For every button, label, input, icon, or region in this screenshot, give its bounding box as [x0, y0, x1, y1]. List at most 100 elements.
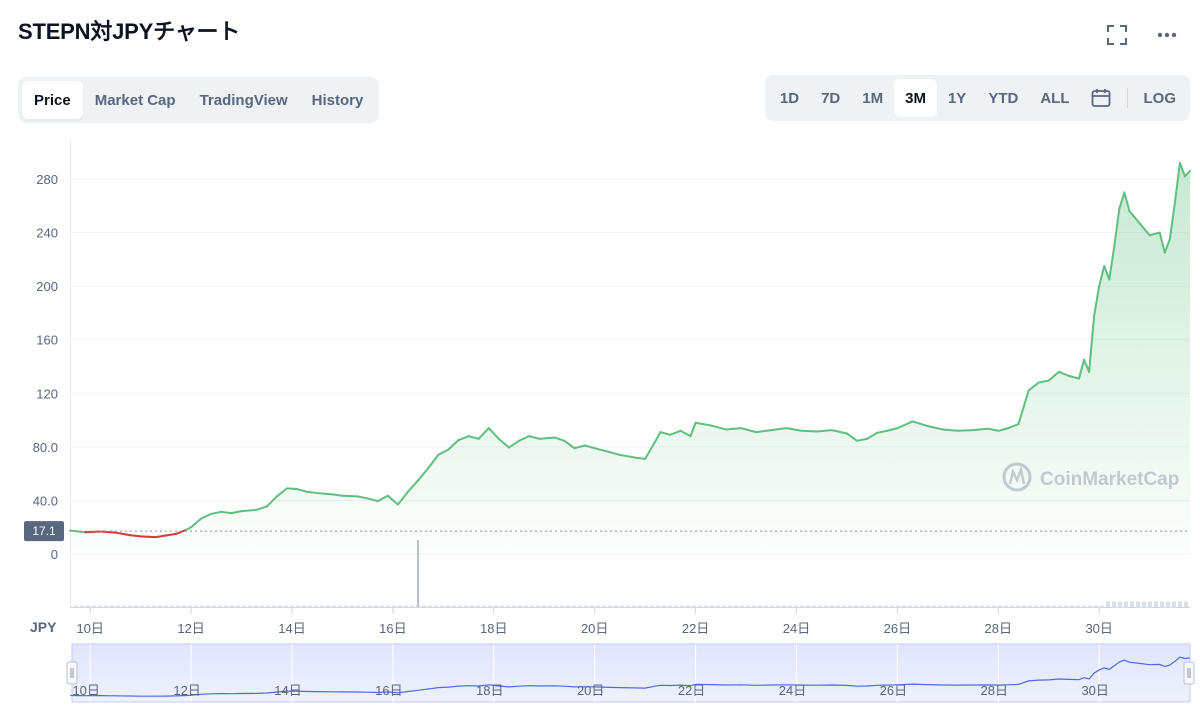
volume-bar [1040, 605, 1044, 607]
navigator-left-handle[interactable] [66, 661, 78, 685]
top-actions [1106, 24, 1178, 46]
price-segment [926, 425, 944, 431]
price-segment [1047, 370, 1060, 382]
price-segment [518, 435, 531, 442]
volume-bar [254, 605, 258, 607]
volume-bar [122, 605, 126, 607]
range-all[interactable]: ALL [1040, 89, 1070, 107]
price-segment [941, 428, 959, 432]
price-segment [856, 437, 869, 442]
volume-bar [602, 605, 606, 607]
expand-icon[interactable] [1106, 24, 1128, 46]
navigator-x-label: 18日 [476, 683, 503, 698]
navigator-window[interactable] [72, 644, 1190, 702]
volume-bar [182, 605, 186, 607]
navigator[interactable]: 10日 12日 14日 16日 18日 20日 22日 24日 26日 28日 30日 [66, 643, 1195, 703]
navigator-grid [89, 644, 1100, 702]
tab-market-cap[interactable]: Market Cap [94, 91, 176, 109]
volume-bar [1034, 605, 1038, 607]
volume-bar [590, 605, 594, 607]
calendar-icon[interactable] [1081, 79, 1121, 117]
currency-label: JPY [30, 619, 57, 635]
volume-bar [476, 605, 480, 607]
price-segment [815, 429, 833, 433]
price-segment [886, 427, 899, 432]
volume-bar [488, 605, 492, 607]
volume-bar [674, 605, 678, 607]
volume-bar [152, 605, 156, 607]
volume-bar [434, 605, 438, 607]
range-1d[interactable]: 1D [779, 89, 800, 107]
volume-bar [1022, 605, 1026, 607]
volume-bar [134, 605, 138, 607]
range-3m[interactable]: 3M [894, 79, 937, 117]
price-segment [331, 493, 344, 497]
volume-bar [80, 605, 84, 607]
navigator-right-handle[interactable] [1183, 661, 1195, 685]
volume-bar [194, 605, 198, 607]
price-segment [1108, 244, 1116, 281]
volume-bar [752, 605, 756, 607]
price-segment [1183, 169, 1191, 178]
volume-bar [974, 605, 978, 607]
price-segment [341, 494, 359, 498]
volume-bar [878, 605, 882, 607]
volume-bar [362, 605, 366, 607]
log-scale-button[interactable]: LOG [1143, 89, 1177, 107]
volume-bar [662, 605, 666, 607]
volume-bar [566, 605, 570, 607]
volume-bar [956, 605, 960, 607]
range-ytd[interactable]: YTD [988, 89, 1019, 107]
price-segment [956, 429, 975, 432]
volume-bar [692, 605, 696, 607]
volume-bar [470, 605, 474, 607]
volume-bar [854, 605, 858, 607]
navigator-x-label: 10日 [72, 683, 99, 698]
price-area [70, 162, 1190, 554]
more-icon[interactable] [1156, 24, 1178, 46]
tab-tradingview[interactable]: TradingView [199, 91, 288, 109]
price-segment [316, 492, 334, 496]
volume-bar [308, 605, 312, 607]
volume-bar [620, 605, 624, 607]
y-tick-label: 0 [51, 547, 58, 562]
range-1y[interactable]: 1Y [947, 89, 967, 107]
x-tick-label: 12日 [177, 621, 204, 636]
volume-bar [482, 605, 486, 607]
volume-bar [830, 605, 834, 607]
price-segment [129, 534, 142, 538]
volume-bar [1028, 605, 1032, 607]
volume-bar [344, 605, 348, 607]
x-tick-label: 28日 [985, 621, 1012, 636]
tab-history[interactable]: History [311, 91, 364, 109]
price-segment [659, 431, 672, 436]
volume-bar [1088, 605, 1092, 607]
price-segment [563, 439, 576, 450]
volume-bars [74, 540, 1188, 607]
price-segment [1123, 191, 1131, 213]
volume-bar [746, 605, 750, 607]
volume-bar [1172, 601, 1176, 607]
volume-bar [740, 605, 744, 607]
volume-bar [1004, 605, 1008, 607]
price-segment [1083, 358, 1091, 373]
range-7d[interactable]: 7D [821, 89, 841, 107]
x-tick-label: 30日 [1085, 621, 1112, 636]
price-segment [417, 467, 430, 482]
volume-bar [614, 605, 618, 607]
volume-bar [1112, 601, 1116, 607]
price-segment [724, 427, 742, 431]
price-segment [255, 505, 268, 511]
range-1m[interactable]: 1M [862, 89, 884, 107]
tab-price[interactable]: Price [22, 81, 83, 119]
price-segment [84, 530, 102, 534]
price-segment [114, 531, 132, 537]
volume-bar [1136, 601, 1140, 607]
volume-bar [656, 605, 660, 607]
volume-bar [350, 605, 354, 607]
price-segment [1067, 374, 1081, 380]
navigator-x-axis: 10日 12日 14日 16日 18日 20日 22日 24日 26日 28日 30日 [72, 683, 1108, 698]
navigator-x-label: 16日 [375, 683, 402, 698]
y-tick-label: 80.0 [33, 440, 58, 455]
